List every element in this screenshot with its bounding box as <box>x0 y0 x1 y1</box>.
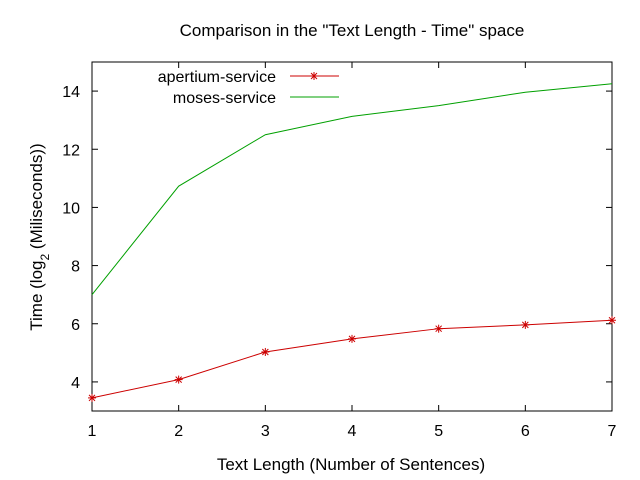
data-point-apertium <box>434 324 443 333</box>
series-layer <box>88 83 616 402</box>
data-point-apertium <box>608 316 616 325</box>
legend-label-moses: moses-service <box>173 90 276 107</box>
x-tick-label: 7 <box>608 423 617 440</box>
chart-title: Comparison in the "Text Length - Time" s… <box>180 21 525 40</box>
x-tick-label: 6 <box>521 423 530 440</box>
x-tick-label: 3 <box>261 423 270 440</box>
x-tick-label: 1 <box>88 423 97 440</box>
y-tick-label: 8 <box>71 259 80 276</box>
plot-frame <box>91 61 613 412</box>
data-point-apertium <box>261 347 270 356</box>
series-line-apertium <box>91 319 613 399</box>
x-tick-label: 2 <box>174 423 183 440</box>
data-point-apertium <box>174 375 183 384</box>
legend: apertium-service moses-service <box>158 69 339 107</box>
data-point-apertium <box>521 320 530 329</box>
legend-samples <box>290 72 339 98</box>
x-tick-label: 4 <box>348 423 357 440</box>
x-tick-label: 5 <box>434 423 443 440</box>
legend-marker-apertium <box>310 72 318 80</box>
y-axis-label-suffix: (Miliseconds)) <box>27 143 46 254</box>
x-axis-label: Text Length (Number of Sentences) <box>217 455 485 474</box>
y-tick-label: 10 <box>62 200 80 217</box>
x-axis: 1 2 3 4 5 6 7 <box>88 62 617 440</box>
y-axis-label-subscript: 2 <box>38 254 52 261</box>
plot-border <box>91 61 613 412</box>
y-tick-label: 14 <box>62 84 80 101</box>
y-axis: 4 6 8 10 12 14 <box>62 84 612 392</box>
y-axis-label-prefix: Time (log <box>27 261 46 331</box>
data-point-apertium <box>88 393 96 402</box>
y-tick-label: 6 <box>71 317 80 334</box>
legend-label-apertium: apertium-service <box>158 69 276 86</box>
data-point-apertium <box>348 334 356 343</box>
y-tick-label: 4 <box>71 375 80 392</box>
y-tick-label: 12 <box>62 142 80 159</box>
series-line-moses <box>91 83 613 295</box>
y-axis-label: Time (log2 (Miliseconds)) <box>27 143 52 330</box>
